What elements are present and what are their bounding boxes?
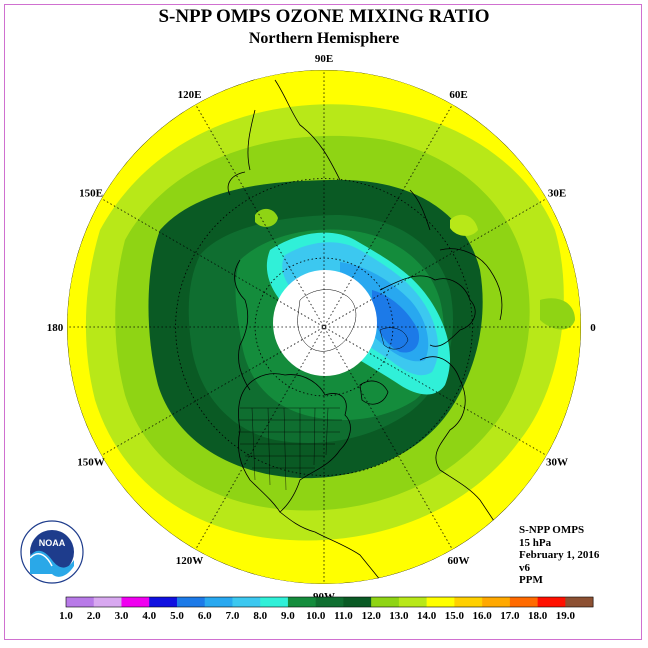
colorbar-tick-label: 5.0 [170, 610, 184, 622]
north-america-coast [238, 373, 351, 513]
europe-africa-coast [419, 356, 511, 546]
colorbar-tick-label: 18.0 [528, 610, 548, 622]
coastlines [227, 79, 511, 584]
info-panel: S-NPP OMPS 15 hPa February 1, 2016 v6 PP… [519, 524, 599, 587]
contour-13-island [450, 214, 478, 236]
longitude-label: 30W [546, 457, 568, 469]
colorbar-tick-label: 9.0 [281, 610, 295, 622]
us-state-lines-2 [251, 407, 329, 491]
colorbar-swatch [232, 597, 261, 607]
longitude-label: 30E [548, 188, 566, 200]
colorbar-tick-label: 1.0 [59, 610, 73, 622]
colorbar-swatch [66, 597, 95, 607]
colorbar-swatch [426, 597, 455, 607]
longitude-label: 150W [77, 457, 105, 469]
meridian-line [324, 327, 547, 456]
contour-12-east [540, 298, 575, 330]
colorbar-tick-label: 10.0 [306, 610, 326, 622]
longitude-labels: 90E60E30E030W60W90W120W150W180150E120E [47, 53, 597, 603]
colorbar-swatch [343, 597, 372, 607]
colorbar-swatch [121, 597, 150, 607]
colorbar-tick-label: 8.0 [253, 610, 267, 622]
longitude-label: 60E [449, 89, 467, 101]
colorbar-tick-label: 19.0 [556, 610, 576, 622]
info-version: v6 [519, 561, 530, 574]
longitude-label: 60W [448, 555, 470, 567]
arctic-islands [297, 289, 357, 352]
colorbar-swatch [176, 597, 206, 607]
info-level: 15 hPa [519, 536, 552, 549]
colorbar-tick-label: 4.0 [142, 610, 156, 622]
colorbar-swatch [537, 597, 566, 607]
colorbar-swatch [482, 597, 511, 607]
graticule [67, 70, 581, 584]
longitude-label: 150E [79, 188, 103, 200]
colorbar-tick-label: 17.0 [500, 610, 520, 622]
info-date: February 1, 2016 [519, 549, 600, 562]
logo-wave-icon [30, 550, 74, 577]
contour-12-island [255, 208, 278, 227]
colorbar-tick-label: 7.0 [226, 610, 240, 622]
colorbar-swatch [398, 597, 427, 607]
page-title: S-NPP OMPS OZONE MIXING RATIO [158, 6, 490, 27]
meridian-line [324, 327, 453, 550]
ozone-contours [67, 70, 581, 584]
colorbar-tick-label: 12.0 [362, 610, 382, 622]
alaska-coast [234, 259, 251, 391]
greenland-coast [359, 380, 389, 405]
longitude-label: 0 [590, 322, 596, 334]
meridian-line [324, 104, 453, 327]
longitude-label: 120E [178, 89, 202, 101]
us-state-lines [238, 407, 342, 469]
meridian-line [195, 104, 324, 327]
colorbar-swatch [565, 597, 594, 607]
colorbar-tick-label: 13.0 [389, 610, 409, 622]
page-frame [4, 4, 642, 640]
meridian-line [101, 327, 324, 456]
colorbar-tick-label: 3.0 [115, 610, 129, 622]
central-america-coast [279, 511, 396, 584]
noaa-logo: NOAA [20, 520, 84, 584]
colorbar-swatch [454, 597, 483, 607]
colorbar-tick-label: 6.0 [198, 610, 212, 622]
colorbar: 1.0 2.0 3.0 4.0 5.0 6.0 7.0 8.0 9.0 10.0 11.0 12.0 1… [59, 596, 594, 622]
longitude-label: 120W [176, 555, 204, 567]
info-units: PPM [519, 574, 543, 587]
colorbar-tick-label: 16.0 [472, 610, 492, 622]
meridian-line [324, 198, 547, 327]
colorbar-swatch [149, 597, 178, 607]
colorbar-outline [65, 596, 594, 608]
longitude-label: 180 [47, 322, 64, 334]
colorbar-swatch [93, 597, 122, 607]
colorbar-swatch [287, 597, 316, 607]
polar-night-disk [273, 270, 377, 376]
latitude-circle-30 [175, 178, 473, 476]
latitude-circle-60 [254, 257, 394, 397]
meridian-line [195, 327, 324, 550]
contour-5 [372, 290, 420, 353]
colorbar-tick-label: 11.0 [334, 610, 353, 622]
colorbar-tick-label: 14.0 [417, 610, 437, 622]
colorbar-tick-label: 2.0 [87, 610, 101, 622]
longitude-label: 90E [315, 53, 333, 65]
colorbar-tick-label: 15.0 [445, 610, 465, 622]
colorbar-swatch [260, 597, 289, 607]
logo-text: NOAA [39, 538, 66, 548]
colorbar-swatch [315, 597, 344, 607]
page-subtitle: Northern Hemisphere [248, 30, 400, 47]
asia-east-coast [227, 79, 341, 196]
info-instrument: S-NPP OMPS [519, 524, 585, 536]
colorbar-swatch [509, 597, 538, 607]
logo-gull-icon [29, 553, 53, 567]
asia-west-coast [409, 189, 503, 321]
svalbard-coast [379, 327, 409, 350]
meridian-line [101, 198, 324, 327]
colorbar-swatch [204, 597, 233, 607]
colorbar-swatch [371, 597, 400, 607]
